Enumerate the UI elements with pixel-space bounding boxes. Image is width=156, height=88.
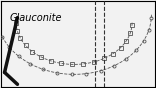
Text: Glauconite: Glauconite xyxy=(10,13,62,23)
